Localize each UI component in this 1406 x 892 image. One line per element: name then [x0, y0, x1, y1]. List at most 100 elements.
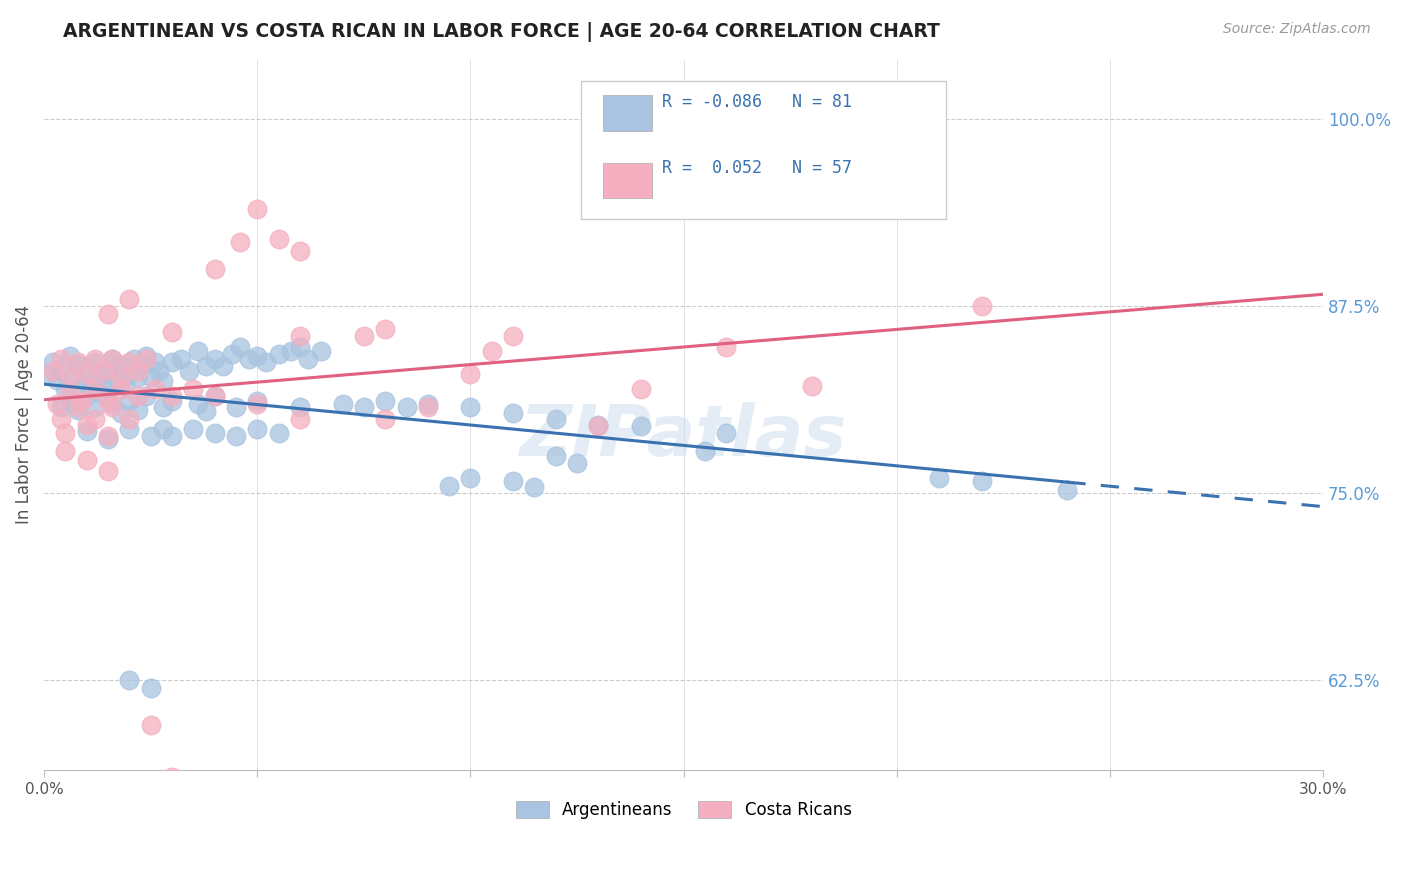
- Point: [84, 400, 107, 414]
- Text: Source: ZipAtlas.com: Source: ZipAtlas.com: [1223, 22, 1371, 37]
- Point: [288, 340, 311, 354]
- Point: [118, 422, 141, 436]
- Point: [139, 429, 162, 443]
- Point: [288, 244, 311, 258]
- Point: [204, 389, 226, 403]
- Point: [118, 393, 141, 408]
- Legend: Argentineans, Costa Ricans: Argentineans, Costa Ricans: [509, 794, 858, 826]
- Text: R = -0.086   N = 81: R = -0.086 N = 81: [662, 94, 852, 112]
- Point: [84, 354, 107, 368]
- Point: [928, 471, 950, 485]
- Point: [55, 426, 77, 441]
- Point: [143, 382, 166, 396]
- Point: [148, 364, 170, 378]
- Point: [67, 354, 90, 368]
- FancyBboxPatch shape: [581, 81, 946, 219]
- Point: [59, 393, 82, 408]
- Point: [51, 364, 73, 378]
- Point: [72, 378, 94, 392]
- Point: [55, 444, 77, 458]
- Point: [97, 364, 120, 378]
- Point: [183, 422, 205, 436]
- Point: [118, 354, 141, 368]
- Point: [267, 426, 290, 441]
- Point: [110, 369, 132, 384]
- Point: [280, 344, 302, 359]
- Point: [288, 400, 311, 414]
- Point: [169, 351, 191, 366]
- Point: [588, 419, 610, 434]
- Point: [229, 340, 252, 354]
- Point: [41, 354, 63, 368]
- Point: [118, 673, 141, 688]
- Point: [1056, 483, 1078, 498]
- Point: [89, 369, 111, 384]
- Point: [204, 426, 226, 441]
- Point: [630, 382, 652, 396]
- Y-axis label: In Labor Force | Age 20-64: In Labor Force | Age 20-64: [15, 305, 32, 524]
- Text: ZIPatlas: ZIPatlas: [520, 401, 848, 471]
- Point: [460, 471, 482, 485]
- Point: [118, 292, 141, 306]
- Point: [229, 235, 252, 249]
- Point: [246, 202, 269, 216]
- Point: [45, 373, 67, 387]
- Point: [502, 406, 524, 420]
- Point: [139, 369, 162, 384]
- Point: [267, 347, 290, 361]
- Point: [544, 449, 567, 463]
- Point: [127, 369, 149, 384]
- Point: [41, 364, 63, 378]
- Point: [195, 404, 218, 418]
- Point: [374, 411, 396, 425]
- Point: [502, 329, 524, 343]
- Point: [246, 393, 269, 408]
- FancyBboxPatch shape: [603, 95, 651, 130]
- Point: [187, 396, 209, 410]
- Point: [118, 411, 141, 425]
- Point: [288, 411, 311, 425]
- Point: [416, 396, 439, 410]
- Point: [588, 417, 610, 432]
- Point: [502, 475, 524, 489]
- Point: [76, 417, 98, 432]
- Point: [288, 329, 311, 343]
- Point: [55, 382, 77, 396]
- Point: [204, 389, 226, 403]
- Point: [332, 396, 354, 410]
- Point: [693, 444, 716, 458]
- Point: [101, 351, 124, 366]
- Point: [416, 400, 439, 414]
- Point: [374, 393, 396, 408]
- Point: [221, 347, 243, 361]
- Point: [105, 373, 128, 387]
- Point: [139, 681, 162, 695]
- Point: [127, 402, 149, 417]
- Point: [67, 402, 90, 417]
- Point: [63, 369, 86, 384]
- Point: [353, 400, 375, 414]
- Point: [246, 349, 269, 363]
- Point: [84, 411, 107, 425]
- Point: [97, 307, 120, 321]
- Point: [84, 351, 107, 366]
- Point: [177, 364, 200, 378]
- Point: [160, 393, 183, 408]
- Point: [225, 400, 247, 414]
- Point: [67, 358, 90, 372]
- Point: [460, 400, 482, 414]
- Point: [110, 406, 132, 420]
- Point: [122, 351, 145, 366]
- Point: [437, 479, 460, 493]
- Point: [37, 367, 59, 381]
- Point: [118, 367, 141, 381]
- Point: [76, 453, 98, 467]
- Point: [309, 344, 332, 359]
- Point: [67, 400, 90, 414]
- Point: [160, 429, 183, 443]
- Point: [59, 369, 82, 384]
- Point: [127, 364, 149, 378]
- Point: [800, 378, 823, 392]
- Point: [135, 349, 157, 363]
- Point: [481, 344, 503, 359]
